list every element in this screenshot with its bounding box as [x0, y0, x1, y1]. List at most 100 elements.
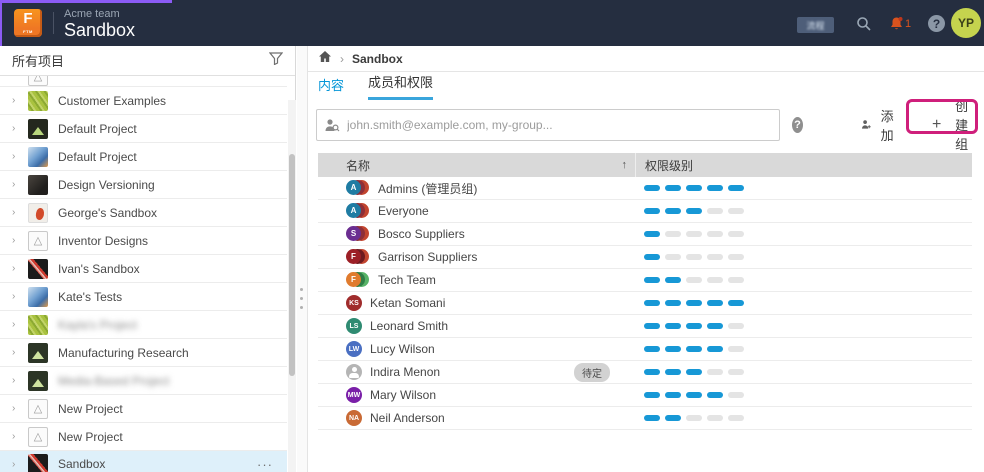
sidebar-scrollbar-thumb[interactable]	[289, 154, 295, 376]
table-row[interactable]: NA Neil Anderson	[318, 407, 972, 430]
project-list-item[interactable]: ›	[0, 76, 287, 87]
sidebar-scrollbar[interactable]	[288, 100, 296, 472]
permission-pill	[728, 415, 744, 421]
panel-splitter[interactable]	[297, 46, 308, 472]
member-name-cell: NA Neil Anderson	[318, 410, 636, 426]
help-icon[interactable]: ?	[928, 15, 945, 32]
permission-pill	[665, 208, 681, 214]
permission-pill	[707, 369, 723, 375]
permission-pill	[686, 392, 702, 398]
chevron-right-icon[interactable]: ›	[12, 347, 16, 358]
user-avatar[interactable]: YP	[951, 8, 981, 38]
breadcrumb-current[interactable]: Sandbox	[352, 51, 403, 66]
project-list-item[interactable]: › Customer Examples	[0, 87, 287, 115]
project-list-item[interactable]: › Media-Based Project	[0, 367, 287, 395]
project-list-item[interactable]: › Manufacturing Research	[0, 339, 287, 367]
create-group-button[interactable]: + 创建组	[932, 96, 972, 153]
project-list-item[interactable]: › Ivan's Sandbox	[0, 255, 287, 283]
table-row[interactable]: F Garrison Suppliers	[318, 246, 972, 269]
member-name-cell: Indira Menon 待定	[318, 362, 636, 382]
permission-pill	[728, 185, 744, 191]
permission-level-indicator	[636, 392, 744, 398]
chevron-right-icon[interactable]: ›	[12, 95, 16, 106]
column-header-permission[interactable]: 权限级别	[645, 158, 694, 173]
home-icon[interactable]	[318, 50, 332, 68]
member-search-wrap	[316, 108, 780, 141]
permission-pill	[644, 300, 660, 306]
chevron-right-icon[interactable]: ›	[12, 458, 16, 470]
group-avatar: S	[346, 226, 370, 242]
table-row[interactable]: A Admins (管理员组)	[318, 177, 972, 200]
input-help-icon[interactable]: ?	[792, 116, 803, 133]
pending-person-avatar	[346, 364, 362, 380]
table-row[interactable]: KS Ketan Somani	[318, 292, 972, 315]
table-row[interactable]: LS Leonard Smith	[318, 315, 972, 338]
project-list-item[interactable]: › New Project	[0, 395, 287, 423]
table-row[interactable]: MW Mary Wilson	[318, 384, 972, 407]
chevron-right-icon[interactable]: ›	[12, 179, 16, 190]
chevron-right-icon[interactable]: ›	[12, 263, 16, 274]
project-list-item[interactable]: › Default Project	[0, 115, 287, 143]
user-avatar: NA	[346, 410, 362, 426]
permission-pill	[728, 369, 744, 375]
sort-ascending-icon[interactable]: ↑	[621, 159, 628, 171]
project-list-item[interactable]: › New Project	[0, 423, 287, 451]
add-member-label: 添加	[880, 108, 894, 143]
project-thumbnail	[28, 398, 48, 419]
filter-icon[interactable]	[268, 51, 284, 70]
permission-pill	[707, 300, 723, 306]
project-list-item[interactable]: › George's Sandbox	[0, 199, 287, 227]
project-label: Sandbox	[58, 457, 106, 471]
splitter-handle-icon[interactable]	[300, 288, 303, 309]
more-options-icon[interactable]: ···	[257, 456, 273, 472]
project-list-item[interactable]: › Sandbox ···	[0, 451, 287, 472]
tab-members-permissions[interactable]: 成员和权限	[368, 72, 434, 100]
chevron-right-icon[interactable]: ›	[12, 123, 16, 134]
members-table: 名称 ↑ 权限级别 A Admins (管理员组) A Everyone S Bosco …	[318, 153, 972, 430]
add-member-button[interactable]: 添加	[861, 106, 896, 144]
person-add-icon	[861, 120, 871, 129]
project-list-item[interactable]: › Kayla's Project	[0, 311, 287, 339]
chevron-right-icon[interactable]: ›	[12, 403, 16, 414]
permission-pill	[665, 254, 681, 260]
member-name: Neil Anderson	[370, 411, 445, 425]
permission-pill	[707, 208, 723, 214]
project-list-item[interactable]: › Inventor Designs	[0, 227, 287, 255]
chevron-right-icon[interactable]: ›	[12, 319, 16, 330]
chevron-right-icon[interactable]: ›	[12, 151, 16, 162]
permission-pill	[644, 369, 660, 375]
table-row[interactable]: Indira Menon 待定	[318, 361, 972, 384]
project-list-item[interactable]: › Default Project	[0, 143, 287, 171]
chevron-right-icon[interactable]: ›	[12, 235, 16, 246]
table-row[interactable]: S Bosco Suppliers	[318, 223, 972, 246]
member-rows: A Admins (管理员组) A Everyone S Bosco Suppliers F…	[318, 177, 972, 430]
process-button-label: 流程	[806, 20, 825, 31]
permission-pill	[686, 415, 702, 421]
table-row[interactable]: F Tech Team	[318, 269, 972, 292]
chevron-right-icon[interactable]: ›	[12, 291, 16, 302]
chevron-right-icon[interactable]: ›	[12, 431, 16, 442]
tab-content[interactable]: 内容	[318, 78, 345, 93]
project-thumbnail	[28, 174, 48, 195]
chevron-right-icon[interactable]: ›	[12, 207, 16, 218]
process-button[interactable]: 流程	[797, 17, 834, 33]
project-label: Kayla's Project	[58, 317, 137, 332]
notifications-bell-icon[interactable]	[887, 15, 905, 33]
permission-pill	[707, 185, 723, 191]
member-name: Ketan Somani	[370, 296, 446, 310]
tab-bar: 内容 成员和权限	[308, 72, 984, 100]
permission-pill	[665, 277, 681, 283]
project-list-item[interactable]: › Design Versioning	[0, 171, 287, 199]
project-label: Manufacturing Research	[58, 345, 189, 360]
project-label: New Project	[58, 429, 123, 444]
member-search-input[interactable]	[316, 108, 780, 141]
fusion-team-logo[interactable]: F FTM	[14, 9, 42, 37]
table-row[interactable]: LW Lucy Wilson	[318, 338, 972, 361]
project-thumbnail	[28, 342, 48, 363]
project-list-item[interactable]: › Kate's Tests	[0, 283, 287, 311]
search-icon[interactable]	[855, 15, 873, 33]
column-header-name[interactable]: 名称 ↑	[318, 157, 635, 174]
permission-level-indicator	[636, 346, 744, 352]
chevron-right-icon[interactable]: ›	[12, 375, 16, 386]
table-row[interactable]: A Everyone	[318, 200, 972, 223]
